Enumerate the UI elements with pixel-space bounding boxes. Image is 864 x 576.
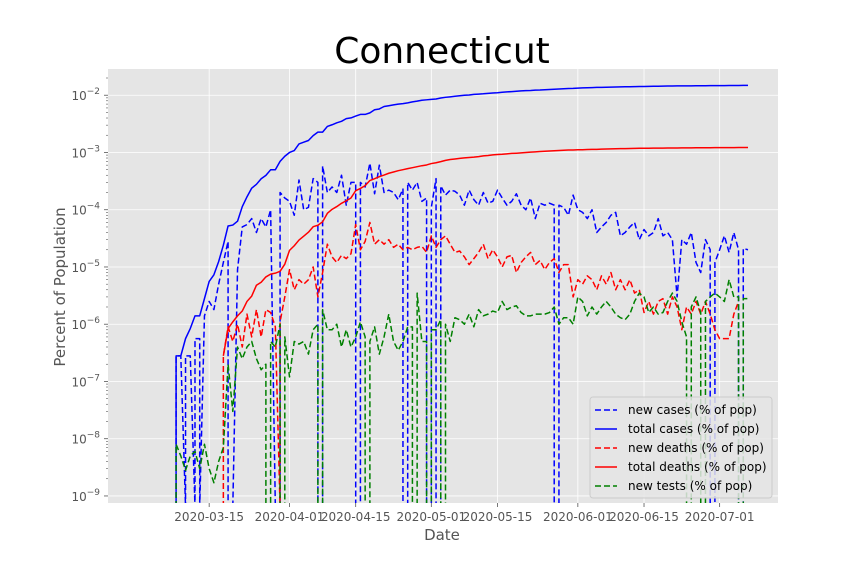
x-tick-label: 2020-04-01 xyxy=(255,510,325,524)
y-tick-exponent: −6 xyxy=(87,316,101,326)
y-tick-label: 10−7 xyxy=(71,373,100,389)
y-tick-base: 10 xyxy=(71,89,86,103)
series-line-4 xyxy=(222,146,749,356)
series-line-2 xyxy=(175,84,749,503)
y-tick-base: 10 xyxy=(71,261,86,275)
x-tick-label: 2020-06-15 xyxy=(609,510,679,524)
y-tick-label: 10−4 xyxy=(71,202,100,218)
x-tick-label: 2020-03-15 xyxy=(174,510,244,524)
x-tick-label: 2020-05-15 xyxy=(463,510,533,524)
x-tick-label: 2020-06-01 xyxy=(543,510,613,524)
y-tick-label: 10−9 xyxy=(71,488,100,504)
y-tick-exponent: −3 xyxy=(87,144,100,154)
y-tick-label: 10−2 xyxy=(71,87,100,103)
x-tick-label: 2020-04-15 xyxy=(321,510,391,524)
legend-label: new cases (% of pop) xyxy=(628,403,757,417)
y-tick-label: 10−6 xyxy=(71,316,100,332)
chart-title: Connecticut xyxy=(334,31,550,72)
y-tick-base: 10 xyxy=(71,490,86,504)
x-tick-label: 2020-05-01 xyxy=(396,510,466,524)
y-tick-base: 10 xyxy=(71,433,86,447)
y-tick-exponent: −9 xyxy=(87,488,101,498)
x-tick-label: 2020-07-01 xyxy=(685,510,755,524)
y-tick-exponent: −8 xyxy=(87,431,101,441)
y-axis-label: Percent of Population xyxy=(51,207,69,366)
y-tick-base: 10 xyxy=(71,146,86,160)
series-line-3 xyxy=(222,221,740,503)
y-tick-base: 10 xyxy=(71,204,86,218)
legend-label: new tests (% of pop) xyxy=(628,479,752,493)
y-tick-base: 10 xyxy=(71,375,86,389)
y-tick-exponent: −4 xyxy=(87,202,101,212)
series-layer xyxy=(175,84,749,503)
legend: new cases (% of pop) total cases (% of po… xyxy=(589,396,773,499)
y-axis-ticks: 10−910−810−710−610−510−410−310−2 xyxy=(71,77,108,504)
series-line-5 xyxy=(175,278,748,503)
legend-box xyxy=(589,396,773,499)
y-tick-base: 10 xyxy=(71,318,86,332)
legend-label: total cases (% of pop) xyxy=(628,422,759,436)
x-axis-label: Date xyxy=(424,526,460,544)
y-tick-label: 10−3 xyxy=(71,144,100,160)
legend-label: total deaths (% of pop) xyxy=(628,460,767,474)
y-tick-exponent: −5 xyxy=(87,259,100,269)
y-tick-exponent: −2 xyxy=(87,87,100,97)
y-tick-label: 10−5 xyxy=(71,259,100,275)
y-tick-label: 10−8 xyxy=(71,431,100,447)
y-tick-exponent: −7 xyxy=(87,373,100,383)
legend-label: new deaths (% of pop) xyxy=(628,441,764,455)
